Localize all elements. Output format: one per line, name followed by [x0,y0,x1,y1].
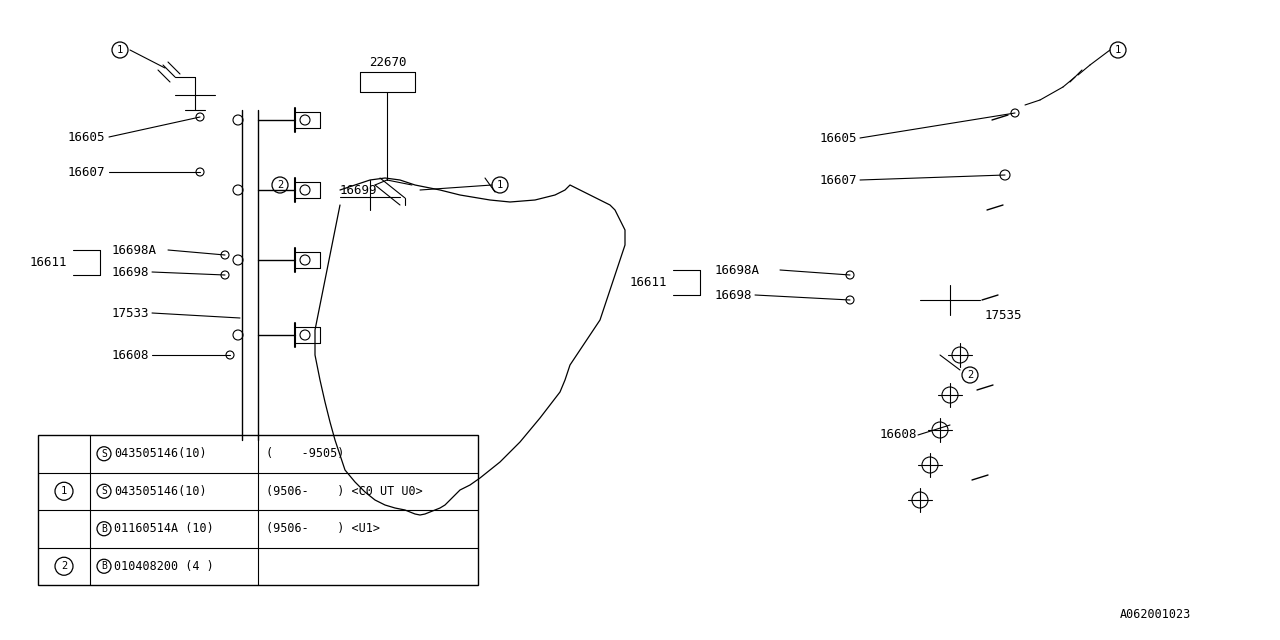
Text: 16698: 16698 [716,289,753,301]
Text: 2: 2 [966,370,973,380]
Text: (9506-    ) <C0 UT U0>: (9506- ) <C0 UT U0> [266,484,422,498]
Text: B: B [101,524,108,534]
Text: 043505146(10): 043505146(10) [114,447,206,460]
Text: 17533: 17533 [113,307,150,319]
Text: 1: 1 [61,486,67,496]
Text: 16611: 16611 [630,275,667,289]
Text: 16605: 16605 [820,131,858,145]
Text: 16699: 16699 [340,184,378,196]
Text: 22670: 22670 [369,56,407,68]
Text: 16698A: 16698A [113,243,157,257]
Text: 1: 1 [116,45,123,55]
Text: S: S [101,486,108,496]
Text: 16607: 16607 [820,173,858,186]
Text: 16698: 16698 [113,266,150,278]
Text: 01160514A (10): 01160514A (10) [114,522,214,535]
Bar [38,435,477,585]
Text: 16698A: 16698A [716,264,760,276]
Text: 2: 2 [276,180,283,190]
Text: 010408200 (4 ): 010408200 (4 ) [114,560,214,573]
Text: (9506-    ) <U1>: (9506- ) <U1> [266,522,380,535]
Text: A062001023: A062001023 [1120,609,1192,621]
Text: 1: 1 [1115,45,1121,55]
Text: 2: 2 [61,561,67,572]
Text: 16607: 16607 [68,166,105,179]
Text: B: B [101,561,108,572]
Text: 16608: 16608 [881,429,918,442]
Text: 17535: 17535 [986,308,1023,321]
Text: (    -9505): ( -9505) [266,447,344,460]
Text: 1: 1 [497,180,503,190]
Text: S: S [101,449,108,459]
Text: 16608: 16608 [113,349,150,362]
Text: 16605: 16605 [68,131,105,143]
Text: 16611: 16611 [29,255,68,269]
Text: 043505146(10): 043505146(10) [114,484,206,498]
